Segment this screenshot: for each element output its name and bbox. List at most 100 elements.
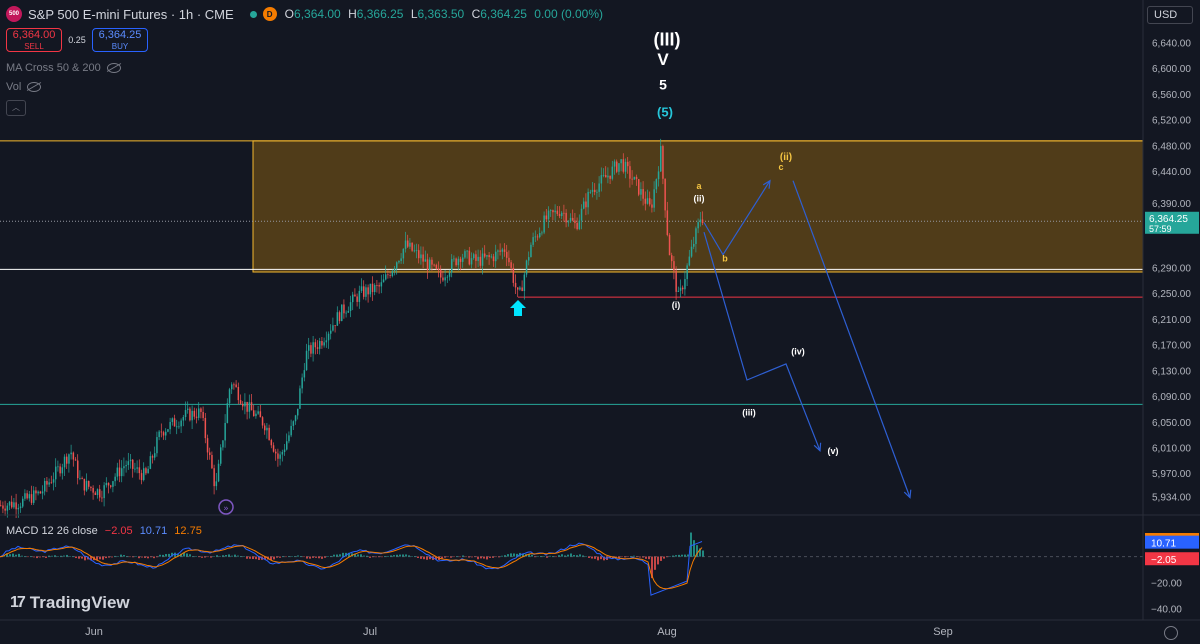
macd-histogram-bar [264, 556, 266, 560]
candle-body [697, 222, 699, 229]
macd-histogram-bar [585, 556, 587, 557]
macd-legend[interactable]: MACD 12 26 close −2.05 10.71 12.75 [6, 525, 202, 537]
candle-body [616, 161, 618, 172]
macd-histogram-bar [627, 556, 629, 558]
macd-histogram-bar [150, 556, 152, 558]
macd-histogram-bar [195, 556, 197, 557]
candle-body [325, 340, 328, 343]
candle-body [198, 408, 200, 418]
macd-histogram-bar [225, 555, 227, 557]
hidden-eye-icon[interactable] [106, 63, 121, 73]
macd-line-value: 10.71 [139, 525, 168, 537]
candle-body [429, 259, 431, 271]
macd-histogram-bar [162, 554, 164, 557]
currency-selector[interactable]: USD [1147, 6, 1193, 24]
sell-button[interactable]: 6,364.00 SELL [6, 28, 62, 52]
candle-body [347, 310, 350, 313]
candle-body [46, 480, 48, 485]
macd-histogram-bar [186, 553, 188, 557]
candle-body [510, 262, 512, 268]
symbol-logo-icon[interactable]: 500 [6, 6, 22, 22]
candle-body [204, 417, 207, 439]
candle-body [644, 198, 647, 204]
macd-histogram-bar [60, 555, 62, 557]
candle-body [173, 418, 176, 427]
candle-body [288, 435, 290, 442]
macd-histogram-bar [306, 556, 308, 559]
candle-body [244, 401, 246, 407]
macd-histogram-bar [372, 556, 374, 558]
macd-histogram-bar [24, 556, 26, 557]
symbol-title[interactable]: S&P 500 E-mini Futures · 1h · CME [28, 6, 234, 22]
collapse-legend-button[interactable]: ︿ [6, 100, 26, 116]
macd-histogram-bar [30, 556, 32, 557]
macd-signal-value: 12.75 [174, 525, 202, 537]
candle-body [176, 426, 178, 428]
macd-histogram-bar [42, 556, 44, 558]
candle-body [468, 250, 471, 265]
macd-histogram-bar [381, 556, 383, 558]
tradingview-logo[interactable]: 17 TradingView [10, 593, 130, 613]
candle-body [523, 274, 526, 292]
candle-body [363, 286, 365, 297]
macd-histogram-bar [456, 556, 458, 557]
candle-body [147, 468, 149, 474]
macd-histogram-bar [63, 555, 65, 557]
candle-body [495, 251, 497, 262]
macd-histogram-bar [687, 554, 689, 557]
candle-body [589, 191, 592, 193]
candle-body [473, 254, 475, 259]
candle-body [596, 191, 598, 193]
macd-histogram-bar [135, 556, 137, 557]
candle-body [180, 420, 182, 427]
price-tick-label: 6,050.00 [1152, 418, 1191, 429]
candle-body [103, 485, 105, 499]
buy-button[interactable]: 6,364.25 BUY [92, 28, 148, 52]
delayed-data-badge[interactable]: D [262, 7, 277, 21]
macd-histogram-bar [27, 556, 29, 558]
macd-histogram-bar [69, 556, 71, 557]
candle-body [145, 468, 147, 474]
macd-hist-value: −2.05 [104, 525, 133, 537]
candle-body [61, 467, 64, 474]
macd-histogram-bar [288, 556, 290, 557]
candle-body [101, 497, 103, 499]
macd-pane: 12.7510.71−2.05−20.00−40.00 [0, 532, 1199, 616]
macd-histogram-bar [522, 553, 524, 557]
macd-histogram-bar [420, 556, 422, 559]
candle-body [600, 175, 603, 184]
candle-body [19, 506, 22, 508]
macd-histogram-bar [483, 556, 485, 559]
candle-body [13, 502, 15, 508]
macd-histogram-bar [384, 556, 386, 557]
macd-histogram-bar [210, 556, 212, 558]
candle-body [396, 262, 398, 269]
last-price-badge [1145, 211, 1199, 234]
candle-body [422, 254, 424, 262]
sell-price: 6,364.00 [12, 29, 56, 41]
price-tick-label: 6,390.00 [1152, 199, 1191, 210]
macd-histogram-bar [465, 556, 467, 558]
candle-body [72, 452, 75, 460]
macd-histogram-bar [36, 556, 38, 559]
candle-body [635, 176, 638, 180]
chart-settings-icon[interactable] [1164, 626, 1178, 640]
macd-histogram-bar [189, 554, 191, 557]
macd-histogram-bar [543, 556, 545, 557]
candle-body [228, 389, 231, 404]
hidden-eye-icon[interactable] [27, 82, 42, 92]
candle-body [15, 502, 17, 510]
candle-body [224, 422, 226, 441]
candle-body [136, 467, 138, 469]
candle-body [662, 146, 664, 179]
candle-body [539, 233, 541, 238]
macd-histogram-bar [48, 555, 50, 557]
vol-indicator-legend[interactable]: Vol [6, 81, 42, 93]
ma-indicator-legend[interactable]: MA Cross 50 & 200 [6, 62, 121, 74]
ma-indicator-label: MA Cross 50 & 200 [6, 62, 101, 74]
candle-body [488, 255, 490, 258]
macd-histogram-bar [399, 554, 401, 557]
candle-body [118, 467, 121, 477]
